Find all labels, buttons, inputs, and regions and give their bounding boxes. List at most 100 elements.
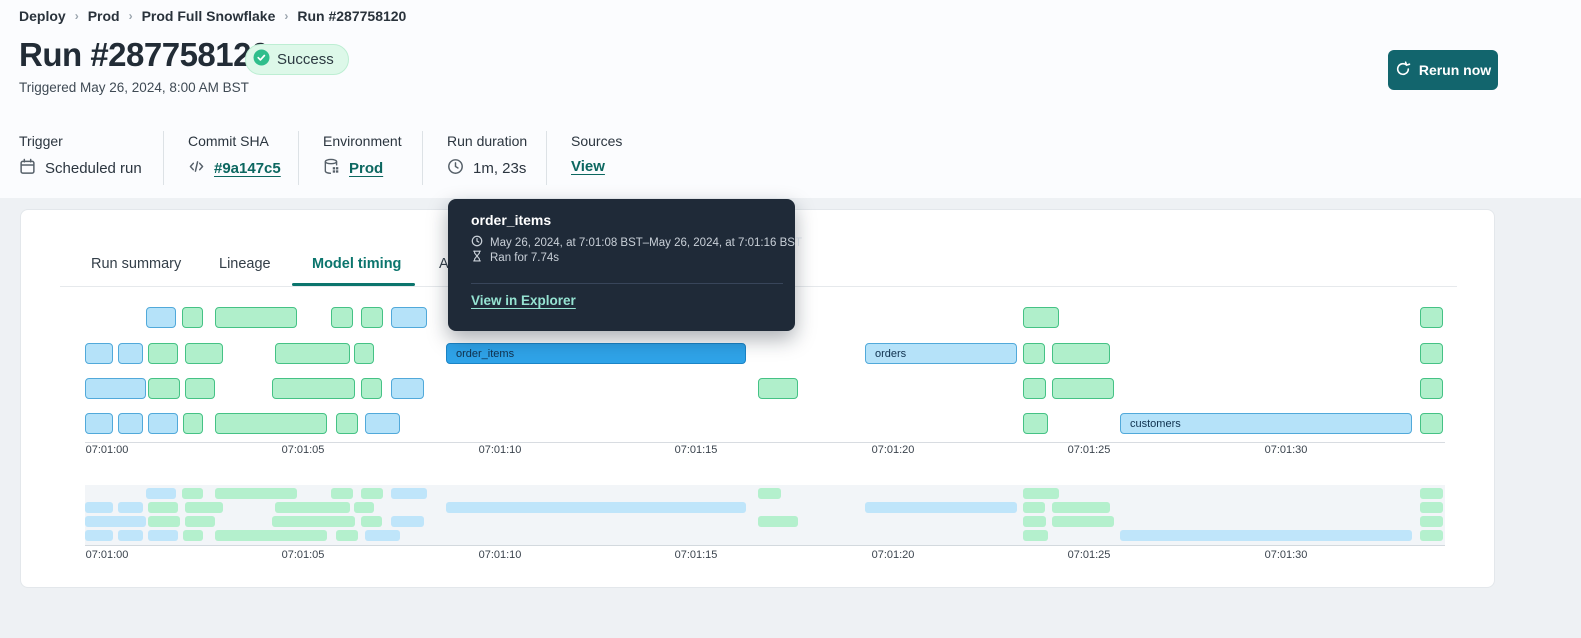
axis-tick-label: 07:01:00 xyxy=(85,444,129,456)
minimap-bar xyxy=(185,516,215,527)
gantt-bar[interactable] xyxy=(361,307,383,328)
sources-view-link[interactable]: View xyxy=(571,158,605,175)
minimap-bar xyxy=(1023,502,1045,513)
minimap-bar xyxy=(758,488,781,499)
axis-tick-label: 07:01:10 xyxy=(478,549,522,561)
gantt-bar[interactable] xyxy=(331,307,353,328)
minimap-bar xyxy=(148,516,180,527)
tab-model-timing[interactable]: Model timing xyxy=(312,256,402,272)
commit-sha-link[interactable]: #9a147c5 xyxy=(214,160,281,177)
environment-link[interactable]: Prod xyxy=(349,160,384,177)
minimap-bar xyxy=(182,488,203,499)
gantt-bar[interactable] xyxy=(148,413,178,434)
gantt-bar[interactable] xyxy=(182,307,203,328)
tooltip-divider xyxy=(471,283,783,284)
breadcrumb-item-deploy[interactable]: Deploy xyxy=(19,8,66,24)
gantt-bar[interactable] xyxy=(215,413,327,434)
gantt-bar[interactable] xyxy=(185,343,223,364)
trigger-value: Scheduled run xyxy=(19,158,142,179)
gantt-bar[interactable] xyxy=(758,378,798,399)
minimap-bar xyxy=(331,488,353,499)
tab-run-summary[interactable]: Run summary xyxy=(91,256,182,272)
minimap-bar xyxy=(1420,502,1443,513)
tooltip-duration: Ran for 7.74s xyxy=(490,251,560,264)
gantt-bar[interactable] xyxy=(1052,343,1110,364)
gantt-bar[interactable] xyxy=(146,307,176,328)
gantt-bar[interactable] xyxy=(1052,378,1114,399)
page-title: Run #287758120 xyxy=(19,36,269,73)
gantt-bar-label: order_items xyxy=(456,347,515,360)
breadcrumb: Deploy › Prod › Prod Full Snowflake › Ru… xyxy=(19,8,406,24)
gantt-bar[interactable] xyxy=(215,307,297,328)
chevron-right-icon: › xyxy=(128,9,133,23)
gantt-bar[interactable] xyxy=(1023,307,1059,328)
minimap-axis-line xyxy=(85,545,1445,546)
breadcrumb-item-job[interactable]: Prod Full Snowflake xyxy=(141,8,276,24)
minimap-bar xyxy=(391,516,424,527)
gantt-bar[interactable] xyxy=(361,378,382,399)
minimap-bar xyxy=(1120,530,1412,541)
minimap-bar xyxy=(1420,530,1443,541)
gantt-bar[interactable] xyxy=(118,413,143,434)
gantt-bar[interactable] xyxy=(391,378,424,399)
gantt-bar[interactable] xyxy=(391,307,427,328)
axis-tick-label: 07:01:05 xyxy=(281,444,325,456)
gantt-bar[interactable] xyxy=(85,343,113,364)
divider xyxy=(546,131,547,185)
gantt-bar[interactable] xyxy=(365,413,400,434)
code-icon xyxy=(188,158,205,179)
gantt-bar[interactable] xyxy=(1023,343,1045,364)
gantt-bar[interactable] xyxy=(185,378,215,399)
clock-icon xyxy=(471,235,483,250)
axis-tick-label: 07:01:25 xyxy=(1067,549,1111,561)
gantt-bar[interactable] xyxy=(1420,413,1443,434)
gantt-bar[interactable] xyxy=(1420,343,1443,364)
gantt-bar[interactable] xyxy=(148,343,178,364)
gantt-bar[interactable] xyxy=(85,413,113,434)
tab-lineage[interactable]: Lineage xyxy=(219,256,271,272)
axis-tick-label: 07:01:30 xyxy=(1264,444,1308,456)
gantt-bar[interactable] xyxy=(354,343,374,364)
gantt-bar-orders[interactable]: orders xyxy=(865,343,1017,364)
gantt-bar[interactable] xyxy=(183,413,203,434)
gantt-bar[interactable] xyxy=(1023,378,1046,399)
environment-value: Prod xyxy=(323,158,383,179)
tab-artifacts[interactable]: A xyxy=(439,256,449,272)
tooltip-time-range: May 26, 2024, at 7:01:08 BST–May 26, 202… xyxy=(490,236,802,249)
breadcrumb-item-prod[interactable]: Prod xyxy=(87,8,120,24)
gantt-bar[interactable] xyxy=(118,343,143,364)
gantt-bar-order_items[interactable]: order_items xyxy=(446,343,746,364)
tooltip-duration-row: Ran for 7.74s xyxy=(471,250,559,265)
gantt-bar[interactable] xyxy=(1023,413,1048,434)
calendar-icon xyxy=(19,158,36,179)
gantt-bar[interactable] xyxy=(275,343,350,364)
chevron-right-icon: › xyxy=(284,9,289,23)
status-badge-label: Success xyxy=(277,51,334,68)
axis-tick-label: 07:01:20 xyxy=(871,444,915,456)
gantt-axis-line xyxy=(85,442,1445,443)
minimap-bar xyxy=(215,488,297,499)
gantt-bar[interactable] xyxy=(272,378,355,399)
gantt-bar-customers[interactable]: customers xyxy=(1120,413,1412,434)
minimap-bar xyxy=(118,502,143,513)
tooltip-time-row: May 26, 2024, at 7:01:08 BST–May 26, 202… xyxy=(471,235,802,250)
gantt-bar[interactable] xyxy=(85,378,146,399)
minimap-bar xyxy=(1023,530,1048,541)
active-tab-underline xyxy=(292,283,415,286)
gantt-bar-label: customers xyxy=(1130,417,1181,430)
axis-tick-label: 07:01:00 xyxy=(85,549,129,561)
rerun-now-label: Rerun now xyxy=(1418,62,1492,78)
gantt-bar-label: orders xyxy=(875,347,907,360)
minimap-bar xyxy=(361,516,382,527)
axis-tick-label: 07:01:15 xyxy=(674,444,718,456)
gantt-bar[interactable] xyxy=(336,413,358,434)
gantt-bar[interactable] xyxy=(1420,307,1443,328)
gantt-bar[interactable] xyxy=(1420,378,1443,399)
sources-label: Sources xyxy=(571,133,623,149)
rerun-now-button[interactable]: Rerun now xyxy=(1388,50,1498,90)
view-in-explorer-link[interactable]: View in Explorer xyxy=(471,293,576,308)
minimap-bar xyxy=(1023,488,1059,499)
hourglass-icon xyxy=(471,250,483,265)
gantt-bar[interactable] xyxy=(148,378,180,399)
